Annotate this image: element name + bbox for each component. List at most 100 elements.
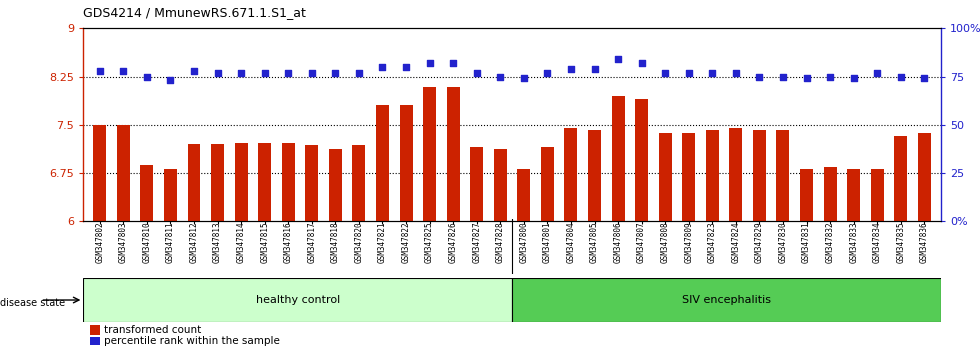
Point bbox=[799, 76, 814, 81]
Point bbox=[587, 66, 603, 72]
Bar bbox=[93, 125, 106, 221]
Bar bbox=[729, 128, 742, 221]
Point bbox=[139, 74, 155, 79]
Bar bbox=[847, 169, 860, 221]
Text: GSM347831: GSM347831 bbox=[802, 221, 811, 263]
Text: GSM347803: GSM347803 bbox=[119, 221, 127, 263]
Point bbox=[516, 76, 532, 81]
Text: GSM347800: GSM347800 bbox=[519, 221, 528, 263]
Bar bbox=[376, 105, 389, 221]
Point bbox=[92, 68, 108, 74]
Bar bbox=[753, 130, 766, 221]
Text: GSM347832: GSM347832 bbox=[825, 221, 835, 263]
Point bbox=[846, 76, 861, 81]
Bar bbox=[512, 278, 941, 322]
Point bbox=[280, 70, 296, 75]
Point bbox=[351, 70, 367, 75]
Point bbox=[611, 56, 626, 62]
Text: GSM347822: GSM347822 bbox=[402, 221, 411, 263]
Bar bbox=[895, 136, 907, 221]
Text: GSM347813: GSM347813 bbox=[213, 221, 222, 263]
Text: GSM347833: GSM347833 bbox=[849, 221, 858, 263]
Bar bbox=[635, 99, 648, 221]
Text: GSM347829: GSM347829 bbox=[755, 221, 763, 263]
Text: GSM347810: GSM347810 bbox=[142, 221, 151, 263]
Text: GSM347806: GSM347806 bbox=[613, 221, 622, 263]
Text: GSM347804: GSM347804 bbox=[566, 221, 575, 263]
Point bbox=[445, 60, 461, 66]
Point bbox=[374, 64, 390, 70]
Text: GSM347826: GSM347826 bbox=[449, 221, 458, 263]
Bar bbox=[564, 128, 577, 221]
Bar bbox=[776, 130, 790, 221]
Bar bbox=[517, 169, 530, 221]
Point bbox=[116, 68, 131, 74]
Text: SIV encephalitis: SIV encephalitis bbox=[682, 295, 771, 305]
Text: GSM347836: GSM347836 bbox=[920, 221, 929, 263]
Bar bbox=[612, 96, 624, 221]
Bar bbox=[918, 132, 931, 221]
Point bbox=[327, 70, 343, 75]
Text: percentile rank within the sample: percentile rank within the sample bbox=[104, 336, 279, 346]
Bar bbox=[140, 165, 154, 221]
Bar bbox=[400, 105, 413, 221]
Bar bbox=[494, 149, 507, 221]
Bar bbox=[353, 145, 366, 221]
Text: GSM347805: GSM347805 bbox=[590, 221, 599, 263]
Point bbox=[916, 76, 932, 81]
Bar bbox=[282, 143, 295, 221]
Text: healthy control: healthy control bbox=[256, 295, 340, 305]
Text: GSM347812: GSM347812 bbox=[189, 221, 199, 263]
Text: GSM347809: GSM347809 bbox=[684, 221, 693, 263]
Point bbox=[186, 68, 202, 74]
Text: GSM347801: GSM347801 bbox=[543, 221, 552, 263]
Text: GDS4214 / MmunewRS.671.1.S1_at: GDS4214 / MmunewRS.671.1.S1_at bbox=[83, 6, 306, 19]
Bar bbox=[329, 149, 342, 221]
Text: GSM347811: GSM347811 bbox=[166, 221, 175, 263]
Text: GSM347835: GSM347835 bbox=[897, 221, 906, 263]
Text: GSM347808: GSM347808 bbox=[661, 221, 669, 263]
Bar bbox=[234, 143, 248, 221]
Bar bbox=[187, 144, 201, 221]
Bar bbox=[164, 169, 177, 221]
Point bbox=[257, 70, 272, 75]
Bar bbox=[306, 145, 318, 221]
Bar bbox=[447, 87, 460, 221]
Bar bbox=[541, 147, 554, 221]
Point bbox=[869, 70, 885, 75]
Bar bbox=[211, 144, 224, 221]
Point bbox=[398, 64, 414, 70]
Point bbox=[752, 74, 767, 79]
Point bbox=[492, 74, 508, 79]
Text: GSM347816: GSM347816 bbox=[284, 221, 293, 263]
Text: GSM347825: GSM347825 bbox=[425, 221, 434, 263]
Point bbox=[421, 60, 437, 66]
Text: disease state: disease state bbox=[0, 298, 65, 308]
Text: GSM347820: GSM347820 bbox=[355, 221, 364, 263]
Point bbox=[893, 74, 908, 79]
Bar bbox=[588, 130, 601, 221]
Point bbox=[681, 70, 697, 75]
Text: transformed count: transformed count bbox=[104, 325, 201, 335]
Text: GSM347824: GSM347824 bbox=[731, 221, 740, 263]
Point bbox=[233, 70, 249, 75]
Point bbox=[210, 70, 225, 75]
Bar bbox=[659, 132, 671, 221]
Point bbox=[468, 70, 484, 75]
Point bbox=[705, 70, 720, 75]
Text: GSM347815: GSM347815 bbox=[261, 221, 270, 263]
Bar bbox=[117, 125, 129, 221]
Point bbox=[634, 60, 650, 66]
Point bbox=[304, 70, 319, 75]
Bar bbox=[423, 87, 436, 221]
Bar bbox=[83, 278, 512, 322]
Point bbox=[564, 66, 579, 72]
Point bbox=[822, 74, 838, 79]
Text: GSM347827: GSM347827 bbox=[472, 221, 481, 263]
Bar bbox=[706, 130, 718, 221]
Text: GSM347828: GSM347828 bbox=[496, 221, 505, 263]
Point bbox=[775, 74, 791, 79]
Bar bbox=[800, 169, 813, 221]
Text: GSM347802: GSM347802 bbox=[95, 221, 104, 263]
Bar bbox=[682, 132, 695, 221]
